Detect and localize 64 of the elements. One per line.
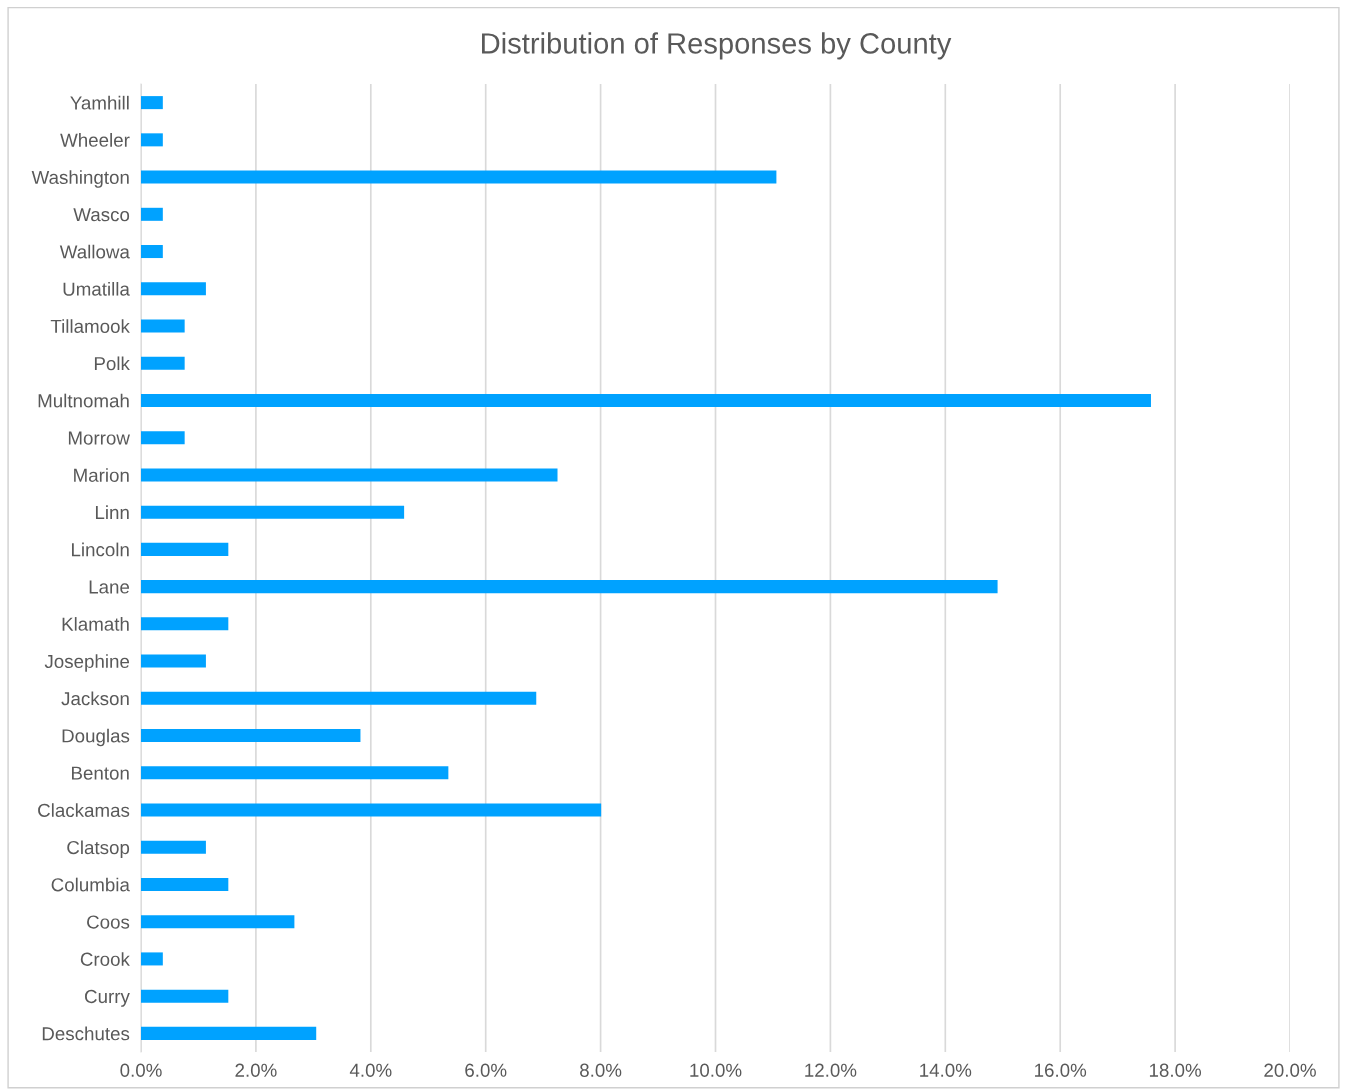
y-tick-label: Linn	[95, 505, 129, 519]
bar	[141, 877, 229, 891]
y-tick-label: Josephine	[44, 654, 130, 672]
x-tick-label: 0.0%	[120, 1063, 162, 1077]
bar	[141, 393, 1151, 407]
y-tick-label: Coos	[87, 915, 130, 929]
y-tick-label: Clatsop	[67, 840, 130, 858]
bar	[141, 729, 361, 743]
bar	[141, 207, 163, 221]
bar	[141, 654, 206, 668]
y-tick-label: Crook	[80, 952, 130, 966]
bar	[141, 1026, 317, 1040]
y-tick-label: Multnomah	[38, 393, 129, 408]
bar	[141, 282, 206, 296]
y-tick-label: Wheeler	[60, 133, 130, 147]
y-tick-label: Marion	[74, 468, 129, 482]
bar	[141, 580, 998, 594]
y-tick-label: Klamath	[62, 617, 129, 631]
y-tick-label: Curry	[85, 989, 130, 1007]
bar	[141, 505, 405, 519]
bar	[141, 245, 163, 259]
y-tick-label: Yamhill	[70, 95, 129, 110]
bar	[141, 989, 229, 1003]
y-tick-label: Umatilla	[63, 281, 130, 296]
bar	[141, 766, 449, 780]
bar	[141, 468, 558, 482]
bar	[141, 952, 163, 966]
x-tick-label: 8.0%	[580, 1063, 622, 1077]
x-tick-label: 20.0%	[1264, 1063, 1316, 1077]
y-tick-label: Douglas	[62, 728, 130, 747]
bar	[141, 96, 163, 110]
x-tick-label: 18.0%	[1149, 1063, 1202, 1077]
bar	[141, 431, 185, 445]
x-tick-label: 4.0%	[349, 1063, 392, 1077]
bar	[141, 133, 163, 147]
chart-title: Distribution of Responses by County	[482, 32, 952, 60]
x-tick-label: 2.0%	[235, 1063, 277, 1077]
y-tick-label: Lincoln	[72, 542, 129, 557]
y-tick-label: Jackson	[61, 691, 129, 706]
x-tick-label: 10.0%	[690, 1063, 742, 1077]
x-tick-label: 12.0%	[805, 1063, 857, 1077]
y-tick-label: Columbia	[51, 877, 130, 892]
bar	[141, 840, 206, 854]
y-tick-label: Morrow	[68, 431, 130, 445]
x-tick-label: 14.0%	[920, 1063, 972, 1077]
y-tick-label: Washington	[31, 170, 129, 188]
y-tick-label: Benton	[72, 766, 129, 780]
y-tick-label: Clackamas	[38, 803, 130, 817]
bar	[141, 542, 229, 556]
y-tick-label: Wasco	[73, 208, 130, 222]
bar	[141, 319, 185, 333]
y-tick-label: Polk	[94, 356, 130, 371]
bar	[141, 915, 295, 929]
bar	[141, 356, 185, 370]
bar	[141, 803, 602, 817]
x-tick-label: 6.0%	[465, 1063, 507, 1077]
x-tick-label: 16.0%	[1035, 1063, 1087, 1077]
y-tick-label: Tillamook	[50, 319, 130, 333]
y-tick-label: Lane	[89, 580, 130, 594]
bar	[141, 170, 777, 184]
bar	[141, 691, 537, 705]
y-tick-label: Wallowa	[59, 244, 130, 259]
bar	[141, 617, 229, 631]
y-tick-label: Deschutes	[42, 1026, 130, 1041]
